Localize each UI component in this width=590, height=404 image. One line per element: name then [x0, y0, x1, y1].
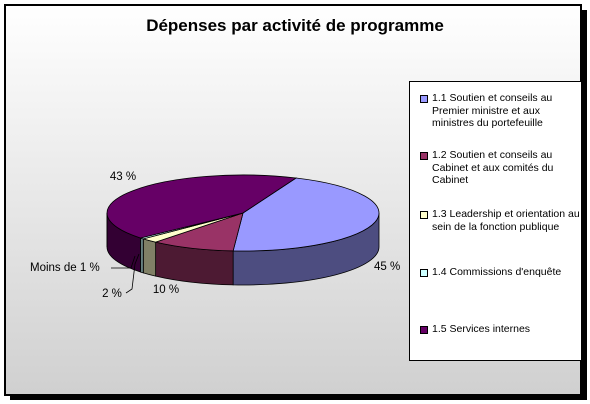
pie-slice-2	[154, 212, 244, 252]
pie-slice-1	[232, 177, 380, 252]
legend-swatch-1-2	[420, 152, 428, 160]
legend-swatch-1-4	[420, 269, 428, 277]
chart-area: Dépenses par activité de programme 45 % 1…	[4, 4, 582, 396]
data-label-2: 10 %	[153, 284, 179, 296]
data-label-1: 45 %	[374, 261, 400, 273]
leader-line-2pct	[125, 253, 140, 294]
legend-label-1-4: 1.4 Commissions d'enquête	[432, 266, 562, 278]
data-label-5: 43 %	[110, 171, 136, 183]
pie-chart: 45 % 10 % 2 % Moins de 1 % 43 %	[30, 171, 400, 300]
legend-swatch-1-5	[420, 326, 428, 334]
legend-label-1-5: 1.5 Services internes	[432, 323, 531, 335]
legend-label-1-1: 1.1 Soutien et conseils au Premier minis…	[432, 92, 553, 129]
legend-swatch-1-3	[420, 211, 428, 219]
legend-swatch-1-1	[420, 95, 428, 103]
data-label-4: Moins de 1 %	[30, 262, 100, 274]
pie-side-4-0	[140, 237, 144, 274]
leader-line-lt1pct	[111, 255, 136, 269]
pie-slice-5	[106, 174, 298, 239]
frame-shadow-right	[582, 10, 587, 399]
legend-label-1-3: 1.3 Leadership et orientation au sein de…	[432, 208, 580, 233]
frame-shadow-bottom	[10, 396, 587, 400]
chart-title: Dépenses par activité de programme	[146, 16, 444, 35]
data-label-3: 2 %	[102, 288, 122, 300]
legend-label-1-2: 1.2 Soutien et conseils au Cabinet et au…	[432, 149, 554, 186]
pie-side-3-0	[142, 238, 157, 277]
legend: 1.1 Soutien et conseils au Premier minis…	[409, 81, 582, 361]
